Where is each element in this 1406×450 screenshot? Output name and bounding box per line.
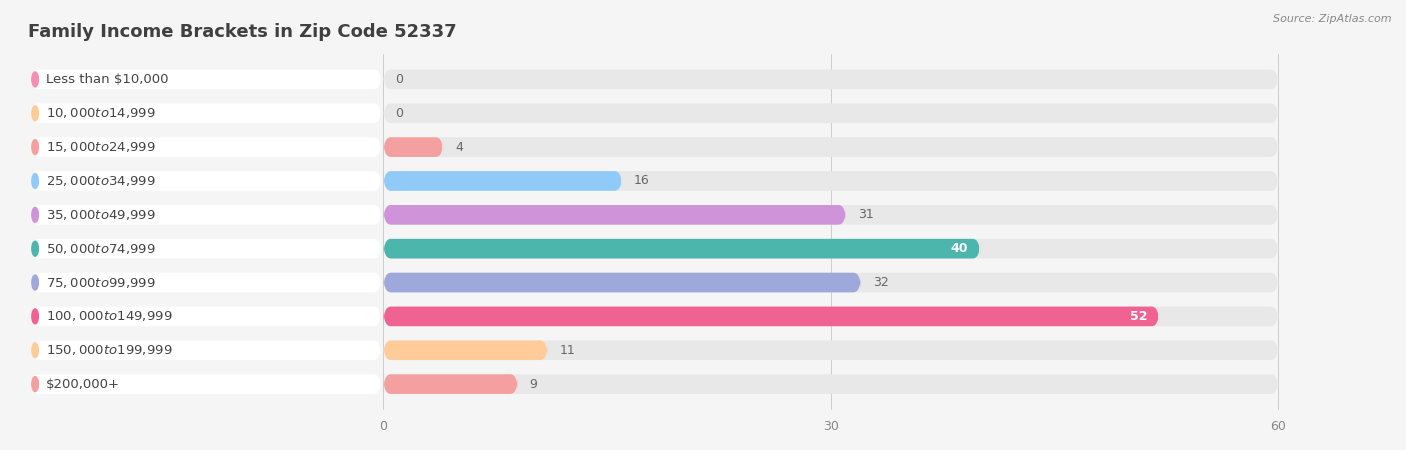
Text: $200,000+: $200,000+ bbox=[46, 378, 120, 391]
FancyBboxPatch shape bbox=[31, 104, 381, 123]
FancyBboxPatch shape bbox=[31, 306, 381, 326]
FancyBboxPatch shape bbox=[31, 171, 381, 191]
Text: Source: ZipAtlas.com: Source: ZipAtlas.com bbox=[1274, 14, 1392, 23]
FancyBboxPatch shape bbox=[384, 171, 1278, 191]
Text: 0: 0 bbox=[395, 73, 404, 86]
FancyBboxPatch shape bbox=[31, 205, 381, 225]
FancyBboxPatch shape bbox=[384, 137, 1278, 157]
Text: $25,000 to $34,999: $25,000 to $34,999 bbox=[46, 174, 156, 188]
Text: 0: 0 bbox=[395, 107, 404, 120]
FancyBboxPatch shape bbox=[384, 239, 1278, 258]
FancyBboxPatch shape bbox=[384, 306, 1278, 326]
FancyBboxPatch shape bbox=[384, 374, 1278, 394]
Text: 11: 11 bbox=[560, 344, 575, 357]
FancyBboxPatch shape bbox=[31, 374, 381, 394]
Circle shape bbox=[32, 275, 38, 290]
Circle shape bbox=[32, 72, 38, 87]
Circle shape bbox=[32, 140, 38, 154]
FancyBboxPatch shape bbox=[384, 171, 621, 191]
FancyBboxPatch shape bbox=[31, 137, 381, 157]
FancyBboxPatch shape bbox=[384, 341, 547, 360]
FancyBboxPatch shape bbox=[31, 239, 381, 258]
Text: $75,000 to $99,999: $75,000 to $99,999 bbox=[46, 275, 156, 289]
FancyBboxPatch shape bbox=[31, 341, 381, 360]
FancyBboxPatch shape bbox=[384, 374, 517, 394]
Circle shape bbox=[32, 377, 38, 392]
Text: 16: 16 bbox=[634, 175, 650, 188]
FancyBboxPatch shape bbox=[384, 205, 1278, 225]
FancyBboxPatch shape bbox=[384, 341, 1278, 360]
Text: $150,000 to $199,999: $150,000 to $199,999 bbox=[46, 343, 173, 357]
FancyBboxPatch shape bbox=[384, 273, 1278, 292]
FancyBboxPatch shape bbox=[384, 104, 1278, 123]
Circle shape bbox=[32, 174, 38, 189]
Text: $50,000 to $74,999: $50,000 to $74,999 bbox=[46, 242, 156, 256]
Text: 32: 32 bbox=[873, 276, 889, 289]
Text: 4: 4 bbox=[456, 140, 463, 153]
FancyBboxPatch shape bbox=[384, 239, 980, 258]
FancyBboxPatch shape bbox=[384, 273, 860, 292]
Text: 31: 31 bbox=[858, 208, 873, 221]
Circle shape bbox=[32, 343, 38, 358]
Text: 52: 52 bbox=[1129, 310, 1147, 323]
FancyBboxPatch shape bbox=[384, 205, 846, 225]
Circle shape bbox=[32, 241, 38, 256]
FancyBboxPatch shape bbox=[384, 306, 1159, 326]
FancyBboxPatch shape bbox=[384, 137, 443, 157]
Circle shape bbox=[32, 309, 38, 324]
Text: $10,000 to $14,999: $10,000 to $14,999 bbox=[46, 106, 156, 120]
Circle shape bbox=[32, 106, 38, 121]
Text: $100,000 to $149,999: $100,000 to $149,999 bbox=[46, 310, 173, 324]
FancyBboxPatch shape bbox=[384, 70, 1278, 89]
Circle shape bbox=[32, 207, 38, 222]
Text: Family Income Brackets in Zip Code 52337: Family Income Brackets in Zip Code 52337 bbox=[28, 23, 457, 41]
Text: Less than $10,000: Less than $10,000 bbox=[46, 73, 169, 86]
FancyBboxPatch shape bbox=[31, 70, 381, 89]
Text: $15,000 to $24,999: $15,000 to $24,999 bbox=[46, 140, 156, 154]
Text: $35,000 to $49,999: $35,000 to $49,999 bbox=[46, 208, 156, 222]
Text: 40: 40 bbox=[950, 242, 969, 255]
Text: 9: 9 bbox=[530, 378, 537, 391]
FancyBboxPatch shape bbox=[31, 273, 381, 292]
